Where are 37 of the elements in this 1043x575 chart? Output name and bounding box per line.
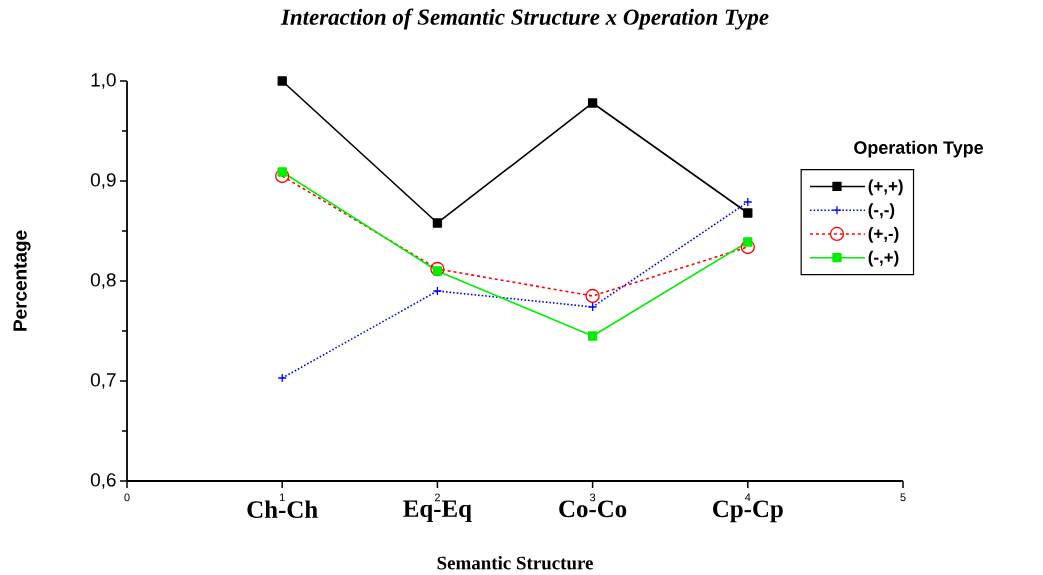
x-tick-label: 5 [900,493,906,502]
x-axis-title: Semantic Structure [437,556,593,570]
chart-title: Interaction of Semantic Structure x Operation Type [280,8,769,30]
y-tick-label: 0,8 [90,273,116,289]
point [430,261,445,277]
point [743,208,753,218]
y-axis-title: Percentage [13,230,31,331]
text: Ch-Ch [247,500,318,519]
point [432,286,443,296]
point [275,168,290,184]
point [740,239,755,255]
legend-label: (+,+) [868,179,903,196]
point [743,197,753,207]
text: Eq-Eq [403,500,472,523]
point [277,76,287,86]
text: Co-Co [559,500,627,518]
point [432,218,443,228]
legend-title: Operation Type [854,140,984,158]
point [585,288,600,304]
y-tick-label: 0,9 [90,173,116,189]
legend-label: (-,-) [868,203,895,220]
x-tick-label: 4 [745,493,751,502]
point [587,98,598,108]
y-tick-label: 0,6 [90,473,116,489]
legend-label: (+,-) [868,227,899,243]
y-tick-label: 0,7 [90,373,116,389]
y-tick-label: 1,0 [91,73,116,89]
legend-label: (-,+) [868,250,899,267]
point [587,331,598,341]
x-tick-label: 2 [434,493,440,502]
point [277,373,287,383]
x-tick-label: 3 [589,493,596,502]
text: Cp-Cp [713,500,783,523]
x-tick-label: 0 [124,493,130,502]
point [587,302,598,312]
x-tick-label: 1 [279,493,285,502]
point [743,237,753,247]
